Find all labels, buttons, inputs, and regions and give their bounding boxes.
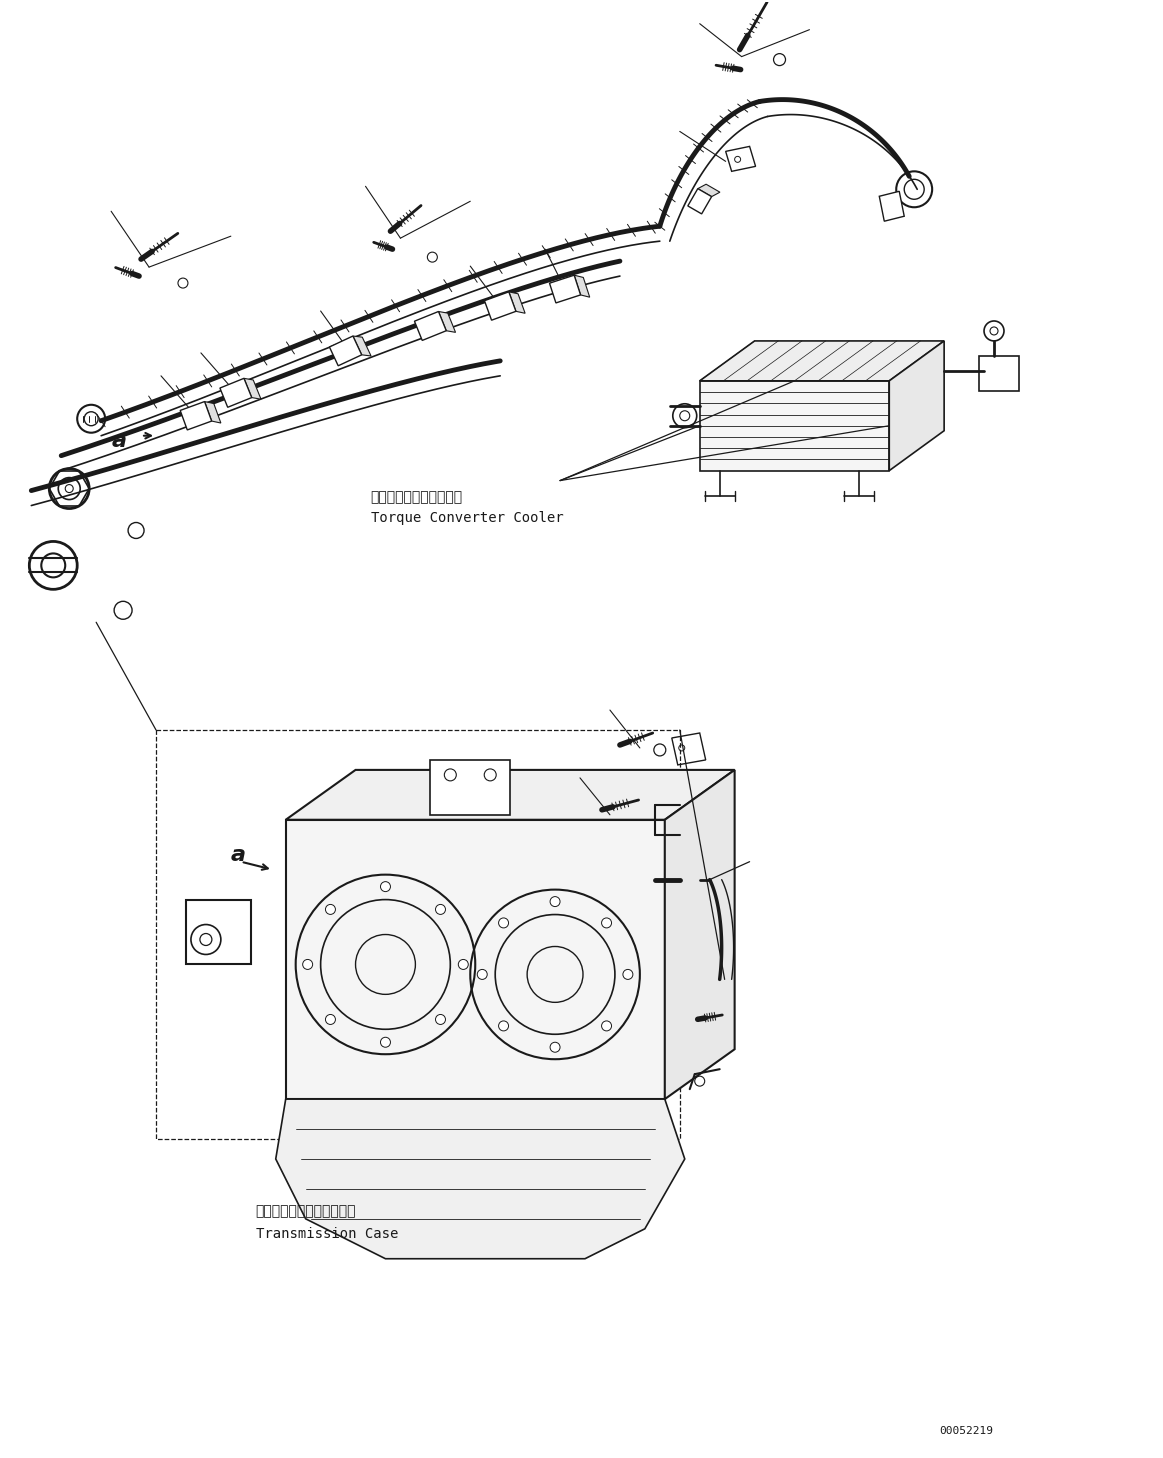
Circle shape <box>49 468 90 509</box>
Circle shape <box>77 405 105 433</box>
Polygon shape <box>687 188 712 214</box>
Circle shape <box>570 289 576 295</box>
Polygon shape <box>352 335 371 356</box>
Circle shape <box>241 392 247 398</box>
Text: a: a <box>112 430 126 451</box>
Text: トランスミッションケース: トランスミッションケース <box>256 1204 356 1217</box>
Polygon shape <box>672 733 706 765</box>
Text: Transmission Case: Transmission Case <box>256 1226 398 1241</box>
Circle shape <box>435 1015 445 1025</box>
Text: 00052219: 00052219 <box>940 1426 993 1436</box>
Circle shape <box>191 924 221 955</box>
Circle shape <box>550 897 561 907</box>
Polygon shape <box>430 760 511 815</box>
Circle shape <box>435 325 441 331</box>
Bar <box>156 730 679 1139</box>
Circle shape <box>550 1042 561 1053</box>
Circle shape <box>229 397 235 402</box>
Circle shape <box>477 970 487 980</box>
Polygon shape <box>286 819 665 1099</box>
Circle shape <box>897 172 933 207</box>
Polygon shape <box>276 1099 685 1258</box>
Circle shape <box>458 959 469 970</box>
Circle shape <box>42 554 65 577</box>
Text: トルクコンバータクーラ: トルクコンバータクーラ <box>371 490 463 504</box>
Circle shape <box>326 904 335 914</box>
Circle shape <box>662 862 698 898</box>
Circle shape <box>601 919 612 927</box>
Circle shape <box>557 293 563 299</box>
Circle shape <box>338 356 345 362</box>
Circle shape <box>672 404 697 427</box>
Circle shape <box>493 311 499 316</box>
Circle shape <box>380 1037 391 1047</box>
Polygon shape <box>205 401 221 423</box>
Polygon shape <box>438 312 456 332</box>
Circle shape <box>671 870 688 888</box>
Circle shape <box>435 904 445 914</box>
Polygon shape <box>180 401 212 430</box>
Circle shape <box>623 970 633 980</box>
Polygon shape <box>414 312 447 340</box>
Polygon shape <box>700 381 890 471</box>
Polygon shape <box>726 146 756 172</box>
Polygon shape <box>700 341 944 381</box>
Circle shape <box>702 195 708 201</box>
Circle shape <box>380 882 391 892</box>
Polygon shape <box>575 276 590 297</box>
Circle shape <box>423 330 429 337</box>
Polygon shape <box>186 900 251 964</box>
Circle shape <box>632 809 648 825</box>
Circle shape <box>29 541 77 589</box>
Polygon shape <box>485 292 516 321</box>
Polygon shape <box>244 378 261 399</box>
Circle shape <box>201 416 207 421</box>
Polygon shape <box>509 292 526 313</box>
Circle shape <box>499 1021 508 1031</box>
Text: a: a <box>230 844 245 865</box>
Polygon shape <box>286 770 735 819</box>
Circle shape <box>601 1021 612 1031</box>
Circle shape <box>708 1042 722 1056</box>
Circle shape <box>350 350 357 356</box>
Circle shape <box>499 919 508 927</box>
Polygon shape <box>665 770 735 1099</box>
Polygon shape <box>220 378 251 407</box>
Circle shape <box>984 321 1004 341</box>
Circle shape <box>302 959 313 970</box>
Polygon shape <box>879 191 904 222</box>
Polygon shape <box>329 335 362 366</box>
Circle shape <box>188 420 194 426</box>
Polygon shape <box>549 276 580 303</box>
Bar <box>979 356 1019 391</box>
Polygon shape <box>890 341 944 471</box>
Circle shape <box>698 204 704 210</box>
Circle shape <box>505 306 511 312</box>
Text: Torque Converter Cooler: Torque Converter Cooler <box>371 510 563 525</box>
Circle shape <box>326 1015 335 1025</box>
Circle shape <box>128 522 144 538</box>
Polygon shape <box>698 184 720 197</box>
